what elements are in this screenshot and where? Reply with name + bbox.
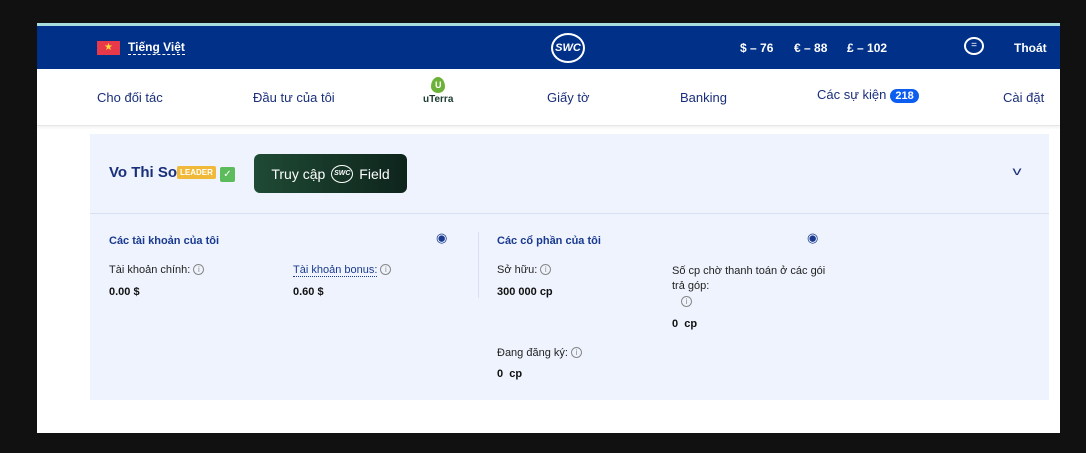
registering-value: 0 cp [497, 368, 523, 380]
bonus-account-label: Tài khoản bonus: i [293, 264, 392, 277]
logout-button[interactable]: Thoát [1014, 41, 1047, 55]
user-name: Vo Thi So [109, 164, 178, 181]
nav-partners[interactable]: Cho đối tác [97, 90, 163, 105]
info-icon[interactable]: i [380, 264, 392, 275]
main-account-text: Tài khoản chính: [109, 264, 191, 276]
top-bar: ★ Tiếng Việt SWC $ – 76 € – 88 £ – 102 =… [37, 26, 1060, 69]
bonus-account-value: 0.60 $ [293, 286, 324, 298]
shares-title: Các cổ phần của tôi [497, 235, 601, 247]
accounts-title: Các tài khoản của tôi [109, 235, 220, 247]
owned-label: Sở hữu: i [497, 264, 552, 276]
info-icon[interactable]: i [540, 264, 552, 275]
rate-usd: $ – 76 [740, 41, 774, 55]
vietnam-flag-icon[interactable]: ★ [97, 41, 120, 55]
section-divider [478, 232, 479, 298]
page: ★ Tiếng Việt SWC $ – 76 € – 88 £ – 102 =… [37, 23, 1060, 433]
nav-my-investments[interactable]: Đầu tư của tôi [253, 90, 335, 105]
registering-text: Đang đăng ký: [497, 347, 568, 359]
registering-label: Đang đăng ký: i [497, 347, 582, 359]
main-account-value: 0.00 $ [109, 286, 140, 298]
chevron-down-icon[interactable]: v [1012, 164, 1022, 178]
rate-gbp: £ – 102 [847, 41, 888, 55]
access-label: Truy cập [271, 165, 326, 182]
events-count-badge: 218 [890, 89, 919, 103]
verified-check-icon: ✓ [220, 167, 235, 182]
owned-value: 300 000 cp [497, 286, 553, 298]
leader-badge: LEADER [177, 166, 216, 179]
eye-icon[interactable]: ◉ [436, 230, 448, 245]
swc-logo-icon: SWC [331, 164, 354, 183]
chat-bubble-icon[interactable]: = [964, 37, 984, 55]
info-icon[interactable]: i [570, 347, 582, 358]
info-icon[interactable]: i [193, 264, 205, 275]
language-selector[interactable]: Tiếng Việt [128, 40, 185, 55]
field-label: Field [359, 165, 390, 182]
nav-documents[interactable]: Giấy tờ [547, 90, 590, 105]
bonus-account-link[interactable]: Tài khoản bonus: [293, 264, 378, 277]
divider [90, 213, 1049, 214]
main-account-label: Tài khoản chính: i [109, 264, 205, 276]
owned-text: Sở hữu: [497, 264, 538, 276]
pending-value: 0 cp [672, 318, 698, 330]
rate-eur: € – 88 [794, 41, 828, 55]
nav-events[interactable]: Các sự kiện 218 [817, 87, 919, 103]
nav-settings[interactable]: Cài đặt [1003, 90, 1045, 105]
nav-banking[interactable]: Banking [680, 90, 727, 105]
swc-logo[interactable]: SWC [551, 33, 585, 63]
uterra-label: uTerra [423, 94, 454, 105]
events-label: Các sự kiện [817, 87, 887, 102]
profile-card: Vo Thi So LEADER ✓ Truy cập SWC Field v Cá… [90, 134, 1049, 400]
uterra-logo-icon: U [431, 77, 446, 93]
eye-icon[interactable]: ◉ [807, 230, 819, 245]
info-icon[interactable]: i [681, 296, 692, 307]
access-field-button[interactable]: Truy cập SWC Field [254, 154, 407, 193]
pending-label: Số cp chờ thanh toán ở các gói trả góp: [672, 265, 826, 292]
